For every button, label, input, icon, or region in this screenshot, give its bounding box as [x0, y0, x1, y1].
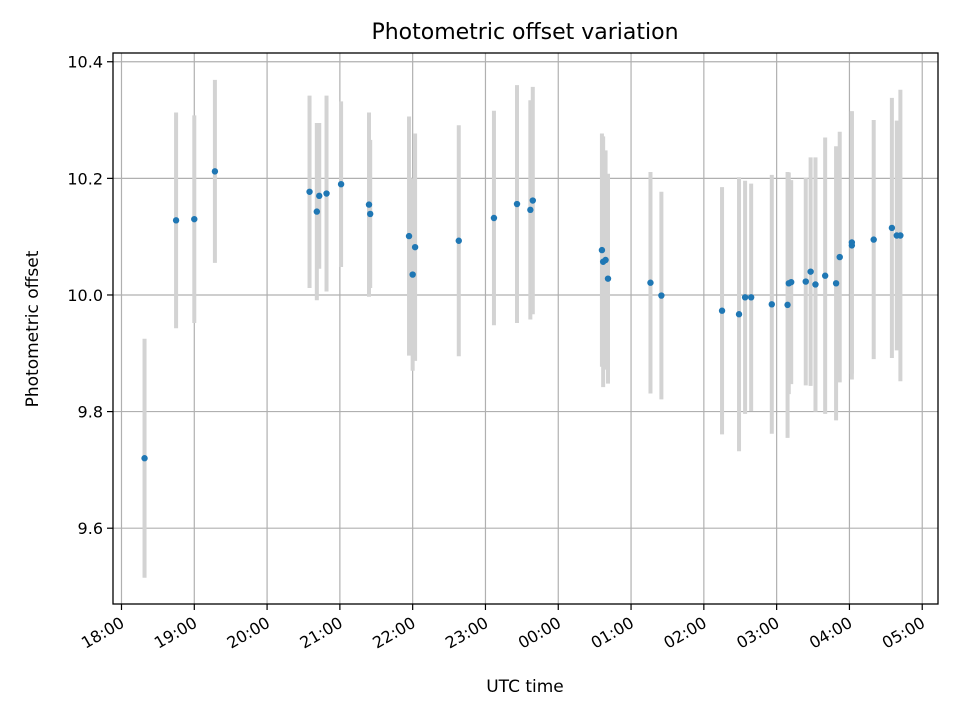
data-point	[747, 294, 755, 301]
data-point	[836, 253, 843, 261]
data-point	[316, 192, 323, 200]
data-point	[897, 232, 904, 239]
data-point	[807, 268, 814, 275]
data-point	[888, 224, 896, 232]
data-point	[598, 246, 606, 254]
data-point	[718, 307, 726, 314]
data-point	[529, 197, 536, 204]
data-point	[323, 190, 330, 197]
data-point	[211, 168, 219, 175]
y-tick-label: 9.8	[78, 403, 103, 422]
y-tick-label: 10.4	[67, 53, 103, 72]
data-point	[141, 455, 148, 462]
data-point	[367, 210, 374, 218]
data-point	[821, 272, 829, 279]
data-point	[513, 200, 521, 208]
y-axis-label: Photometric offset	[23, 250, 43, 407]
data-point	[784, 301, 791, 309]
plot-frame	[112, 52, 939, 605]
data-point	[741, 294, 749, 301]
data-point	[405, 232, 413, 240]
data-point	[172, 217, 180, 224]
y-tick-label: 10.2	[67, 169, 103, 188]
data-point	[604, 275, 612, 282]
data-point	[848, 239, 856, 246]
data-point	[527, 206, 534, 214]
data-point	[735, 311, 743, 318]
data-point	[647, 279, 654, 286]
data-point	[411, 243, 419, 251]
data-point	[365, 201, 373, 208]
data-point	[490, 214, 498, 222]
data-point	[409, 271, 416, 278]
y-tick-label: 9.6	[78, 519, 103, 538]
data-point	[812, 281, 819, 288]
data-point	[191, 215, 198, 223]
data-points	[141, 168, 904, 462]
data-point	[787, 278, 795, 286]
data-point	[768, 301, 775, 308]
data-point	[832, 280, 840, 287]
data-point	[337, 180, 345, 188]
data-point	[455, 237, 462, 244]
chart-title: Photometric offset variation	[371, 20, 678, 45]
x-axis-label: UTC time	[486, 677, 564, 697]
data-point	[658, 292, 665, 299]
data-point	[306, 188, 313, 195]
data-point	[802, 278, 809, 285]
data-point	[602, 256, 609, 264]
data-point	[313, 208, 321, 215]
grid	[113, 53, 938, 604]
y-tick-label: 10.0	[67, 286, 103, 305]
data-point	[870, 236, 877, 243]
y-axis-ticks: 9.6 9.8 10.0 10.2 10.4	[67, 53, 113, 538]
